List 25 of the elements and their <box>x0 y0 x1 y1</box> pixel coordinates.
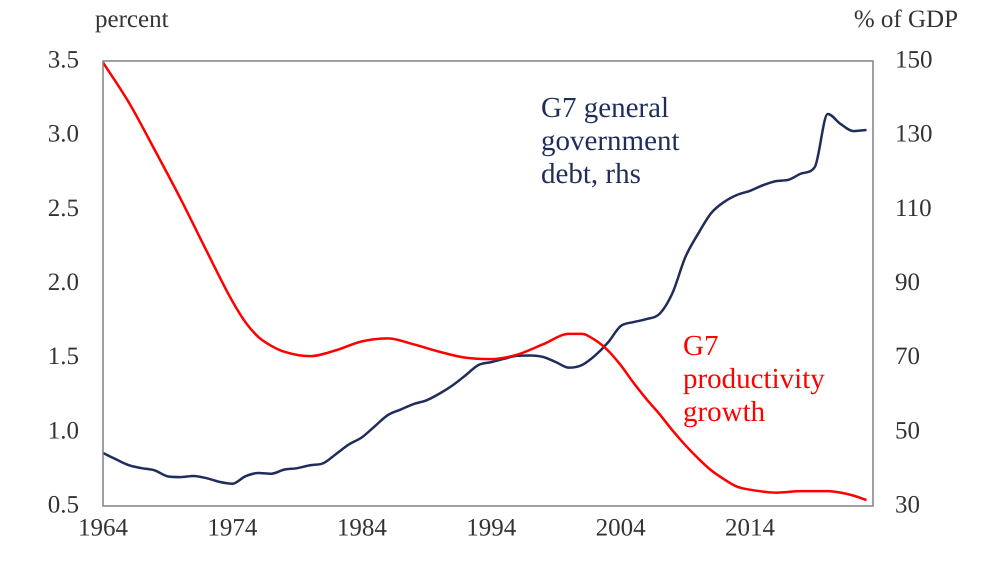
y2-axis-title: % of GDP <box>854 6 958 34</box>
y2-tick-label: 110 <box>895 194 932 222</box>
x-tick-label: 1964 <box>78 514 128 542</box>
x-tick-label: 2004 <box>596 514 646 542</box>
y2-tick-label: 50 <box>895 417 920 444</box>
y-tick-label: 3.0 <box>48 120 79 148</box>
y-tick-label: 3.5 <box>48 46 79 74</box>
x-tick-label: 1974 <box>207 514 258 542</box>
y-tick-label: 2.5 <box>48 194 79 222</box>
y-tick-label: 1.5 <box>48 343 79 370</box>
y-tick-label: 0.5 <box>48 492 79 519</box>
series-label: G7 productivity growth <box>683 330 826 429</box>
y-tick-label: 1.0 <box>48 417 79 444</box>
y2-tick-label: 70 <box>895 343 920 370</box>
x-tick-label: 1984 <box>336 514 388 542</box>
y2-tick-label: 130 <box>895 120 932 148</box>
y2-tick-label: 90 <box>895 269 920 296</box>
series-label: G7 general government debt, rhs <box>541 92 681 191</box>
y2-tick-label: 150 <box>895 46 932 74</box>
x-tick-label: 1994 <box>466 514 517 542</box>
x-tick-label: 2014 <box>725 514 776 542</box>
y2-tick-label: 30 <box>895 492 920 519</box>
y-axis-title: percent <box>95 6 169 34</box>
y-tick-label: 2.0 <box>48 269 79 296</box>
line-series <box>103 61 868 502</box>
